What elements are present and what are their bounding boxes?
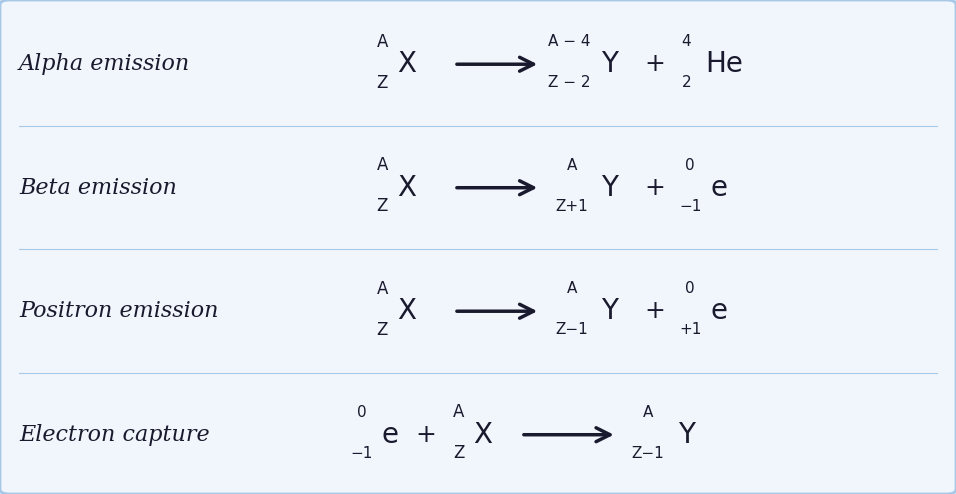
Text: Z: Z xyxy=(377,198,388,215)
Text: Positron emission: Positron emission xyxy=(19,300,219,322)
Text: 0: 0 xyxy=(685,282,695,296)
Text: Electron capture: Electron capture xyxy=(19,424,209,446)
Text: −1: −1 xyxy=(350,446,373,461)
Text: He: He xyxy=(706,50,744,78)
Text: +: + xyxy=(644,299,665,323)
Text: A − 4: A − 4 xyxy=(548,35,590,49)
Text: X: X xyxy=(397,174,416,202)
Text: Y: Y xyxy=(601,297,619,325)
Text: +: + xyxy=(644,176,665,200)
Text: A: A xyxy=(377,280,388,298)
Text: +1: +1 xyxy=(679,323,702,337)
Text: 2: 2 xyxy=(682,76,691,90)
Text: X: X xyxy=(473,421,492,449)
Text: X: X xyxy=(397,297,416,325)
Text: Z−1: Z−1 xyxy=(632,446,664,461)
Text: 4: 4 xyxy=(682,35,691,49)
Text: +: + xyxy=(644,52,665,76)
Text: Z: Z xyxy=(377,321,388,339)
Text: Beta emission: Beta emission xyxy=(19,177,177,199)
Text: A: A xyxy=(567,158,576,173)
Text: Y: Y xyxy=(601,174,619,202)
Text: 0: 0 xyxy=(357,405,366,420)
Text: X: X xyxy=(397,50,416,78)
Text: Z − 2: Z − 2 xyxy=(548,76,590,90)
Text: e: e xyxy=(381,421,399,449)
Text: Z: Z xyxy=(377,74,388,92)
Text: 0: 0 xyxy=(685,158,695,173)
Text: A: A xyxy=(643,405,653,420)
Text: A: A xyxy=(377,157,388,174)
Text: e: e xyxy=(710,174,728,202)
Text: Z−1: Z−1 xyxy=(555,323,588,337)
Text: Z: Z xyxy=(453,445,465,462)
Text: Y: Y xyxy=(678,421,695,449)
Text: A: A xyxy=(453,404,465,421)
Text: Y: Y xyxy=(601,50,619,78)
Text: −1: −1 xyxy=(679,199,702,214)
Text: e: e xyxy=(710,297,728,325)
Text: Alpha emission: Alpha emission xyxy=(19,53,190,75)
Text: A: A xyxy=(377,33,388,51)
Text: +: + xyxy=(415,423,436,447)
Text: Z+1: Z+1 xyxy=(555,199,588,214)
Text: A: A xyxy=(567,282,576,296)
